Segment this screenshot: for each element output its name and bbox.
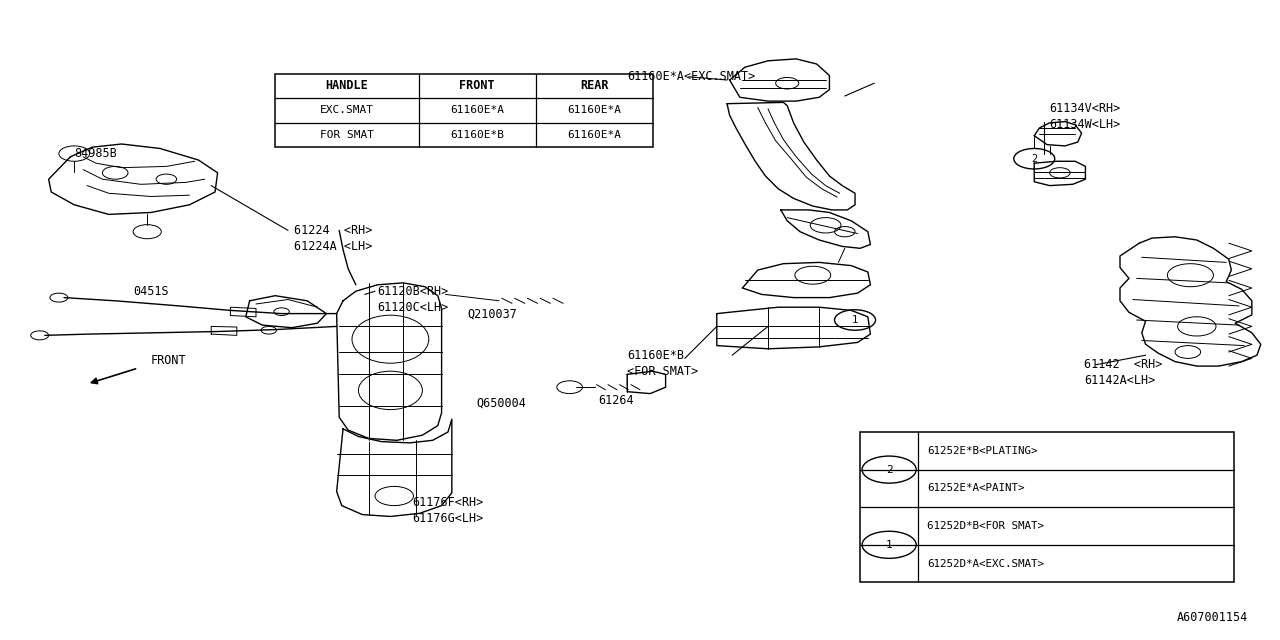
Text: 61252D*B<FOR SMAT>: 61252D*B<FOR SMAT> xyxy=(927,521,1044,531)
Text: HANDLE: HANDLE xyxy=(325,79,369,92)
Text: Q650004: Q650004 xyxy=(476,397,526,410)
Text: 61160E*A<EXC.SMAT>: 61160E*A<EXC.SMAT> xyxy=(627,70,755,83)
Text: 61160E*B: 61160E*B xyxy=(627,349,685,362)
Text: 2: 2 xyxy=(1032,154,1037,164)
Text: <FOR SMAT>: <FOR SMAT> xyxy=(627,365,699,378)
Text: EXC.SMAT: EXC.SMAT xyxy=(320,106,374,115)
Text: FOR SMAT: FOR SMAT xyxy=(320,130,374,140)
Text: 61142A<LH>: 61142A<LH> xyxy=(1084,374,1156,387)
Text: 61120B<RH>: 61120B<RH> xyxy=(378,285,449,298)
Text: 61252D*A<EXC.SMAT>: 61252D*A<EXC.SMAT> xyxy=(927,559,1044,568)
Text: 61160E*A: 61160E*A xyxy=(451,106,504,115)
Text: 61176F<RH>: 61176F<RH> xyxy=(412,496,484,509)
Bar xyxy=(860,432,1234,582)
Text: 61120C<LH>: 61120C<LH> xyxy=(378,301,449,314)
Text: 0451S: 0451S xyxy=(133,285,169,298)
Text: FRONT: FRONT xyxy=(151,354,187,367)
Text: 61142  <RH>: 61142 <RH> xyxy=(1084,358,1162,371)
Text: 61160E*B: 61160E*B xyxy=(451,130,504,140)
Text: 61176G<LH>: 61176G<LH> xyxy=(412,512,484,525)
Text: 61134W<LH>: 61134W<LH> xyxy=(1050,118,1121,131)
Text: Q210037: Q210037 xyxy=(467,307,517,320)
Text: 61224A <LH>: 61224A <LH> xyxy=(294,240,372,253)
Text: 61252E*B<PLATING>: 61252E*B<PLATING> xyxy=(927,446,1038,456)
Text: 1: 1 xyxy=(852,315,858,325)
Text: 1: 1 xyxy=(886,540,892,550)
Text: 61264: 61264 xyxy=(598,394,634,406)
Bar xyxy=(275,74,653,147)
Text: FRONT: FRONT xyxy=(460,79,495,92)
Text: 2: 2 xyxy=(886,465,892,475)
Text: 84985B: 84985B xyxy=(74,147,116,160)
Text: REAR: REAR xyxy=(580,79,608,92)
Text: 61252E*A<PAINT>: 61252E*A<PAINT> xyxy=(927,483,1024,493)
Text: 61160E*A: 61160E*A xyxy=(567,130,621,140)
Text: A607001154: A607001154 xyxy=(1176,611,1248,624)
Text: 61134V<RH>: 61134V<RH> xyxy=(1050,102,1121,115)
Text: 61160E*A: 61160E*A xyxy=(567,106,621,115)
Text: 61224  <RH>: 61224 <RH> xyxy=(294,224,372,237)
